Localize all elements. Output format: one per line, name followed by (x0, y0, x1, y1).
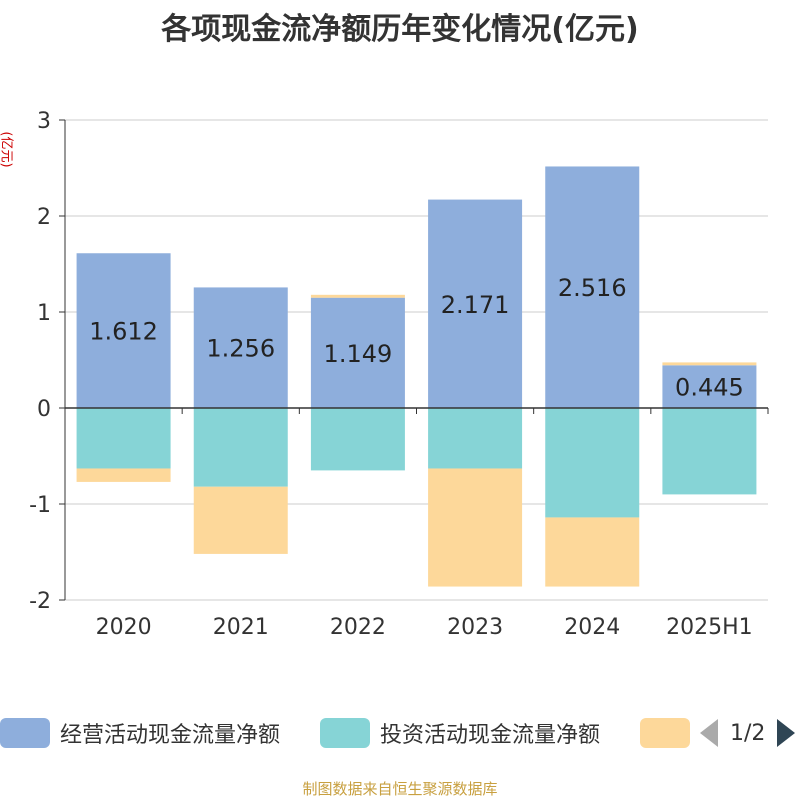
legend-item-operating[interactable]: 经营活动现金流量净额 (0, 716, 280, 750)
y-axis-unit: (亿元) (0, 131, 14, 168)
bar-financing (76, 468, 171, 482)
y-tick-label: 3 (37, 109, 51, 134)
legend-item-financing[interactable] (640, 716, 700, 750)
y-tick-label: 2 (37, 205, 51, 230)
pager-text: 1/2 (730, 720, 766, 746)
data-source: 制图数据来自恒生聚源数据库 (302, 780, 498, 798)
bar-investing (545, 408, 640, 518)
y-tick-label: 0 (37, 397, 51, 422)
legend: 经营活动现金流量净额 投资活动现金流量净额 (0, 716, 800, 756)
bar-investing (76, 408, 171, 469)
bar-operating (545, 166, 640, 408)
bar-operating (428, 199, 523, 408)
pager-prev-icon[interactable] (700, 719, 718, 747)
data-label: 1.256 (206, 335, 275, 363)
y-tick-label: -1 (29, 493, 51, 518)
x-tick-label: 2020 (96, 615, 152, 640)
legend-swatch-financing (640, 718, 690, 748)
x-tick-label: 2025H1 (666, 615, 753, 640)
y-tick-label: 1 (37, 301, 51, 326)
legend-swatch-operating (0, 718, 50, 748)
bar-investing (662, 408, 757, 495)
bar-financing (428, 468, 523, 587)
x-tick-label: 2022 (330, 615, 386, 640)
bar-operating (193, 287, 288, 408)
pager-next-icon[interactable] (777, 719, 796, 747)
legend-swatch-investing (320, 718, 370, 748)
legend-label-investing: 投资活动现金流量净额 (380, 723, 601, 748)
bar-financing (662, 362, 757, 366)
data-label: 2.516 (558, 274, 627, 302)
data-label: 1.612 (89, 318, 158, 346)
bar-investing (193, 408, 288, 487)
bar-financing (193, 486, 288, 554)
legend-label-operating: 经营活动现金流量净额 (60, 723, 281, 748)
x-tick-label: 2024 (564, 615, 620, 640)
bar-investing (428, 408, 523, 469)
legend-pager: 1/2 (700, 716, 796, 750)
bar-operating (662, 365, 757, 408)
bar-operating (76, 253, 171, 408)
data-label: 0.445 (675, 374, 744, 402)
x-tick-label: 2023 (447, 615, 503, 640)
y-tick-label: -2 (29, 589, 51, 614)
bar-financing (310, 294, 405, 298)
data-label: 1.149 (324, 340, 393, 368)
chart-title: 各项现金流净额历年变化情况(亿元) (161, 12, 639, 47)
x-tick-label: 2021 (213, 615, 269, 640)
bar-financing (545, 517, 640, 587)
bar-investing (310, 408, 405, 471)
bar-operating (310, 297, 405, 408)
data-label: 2.171 (441, 291, 510, 319)
legend-item-investing[interactable]: 投资活动现金流量净额 (320, 716, 600, 750)
